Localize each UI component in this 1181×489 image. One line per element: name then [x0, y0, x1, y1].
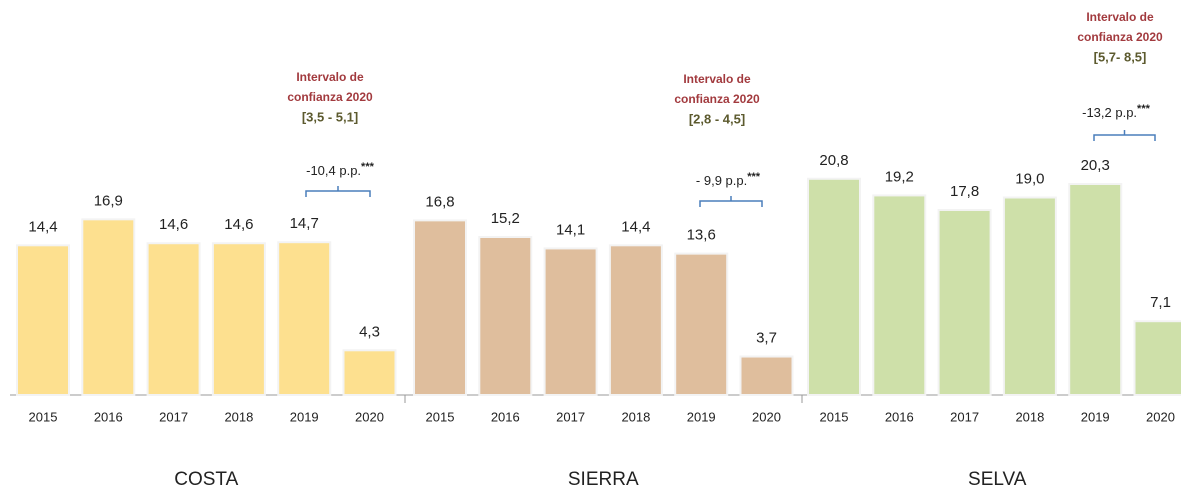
x-tick-label: 2017: [556, 409, 585, 424]
bracket: [1093, 130, 1156, 141]
ci-range: [5,7- 8,5]: [1094, 49, 1147, 64]
x-tick-label: 2016: [885, 409, 914, 424]
value-label: 15,2: [491, 210, 520, 227]
difference: -10,4 p.p.***: [306, 161, 374, 179]
significance: ***: [1137, 103, 1151, 115]
x-tick-label: 2020: [1146, 409, 1175, 424]
x-tick-label: 2020: [355, 409, 384, 424]
x-tick-label: 2015: [426, 409, 455, 424]
ci-range: [2,8 - 4,5]: [689, 111, 745, 126]
difference-value: -13,2 p.p.: [1082, 105, 1137, 120]
bar: [478, 236, 533, 396]
x-tick-label: 2016: [491, 409, 520, 424]
x-tick-label: 2018: [224, 409, 253, 424]
value-label: 14,4: [621, 218, 650, 235]
x-tick-label: 2018: [1015, 409, 1044, 424]
bracket: [305, 186, 371, 197]
x-tick-label: 2019: [290, 409, 319, 424]
bar: [807, 177, 861, 396]
bar: [674, 252, 729, 396]
group-label: SIERRA: [568, 469, 639, 489]
value-label: 16,9: [94, 192, 123, 209]
value-label: 4,3: [359, 323, 380, 340]
ci-title: Intervalo de: [683, 72, 751, 86]
x-tick-label: 2015: [29, 409, 58, 424]
bar: [16, 244, 70, 396]
bar: [413, 219, 467, 396]
bar: [543, 247, 598, 396]
group-label: SELVA: [968, 469, 1027, 489]
value-label: 7,1: [1150, 294, 1171, 311]
x-tick-label: 2019: [1081, 409, 1110, 424]
ci-range: [3,5 - 5,1]: [302, 109, 358, 124]
x-tick-label: 2019: [687, 409, 716, 424]
value-label: 3,7: [756, 330, 777, 347]
bar: [1068, 182, 1123, 396]
bar: [1133, 320, 1181, 396]
x-tick-label: 2016: [94, 409, 123, 424]
bar: [872, 194, 927, 396]
value-label: 14,6: [224, 216, 253, 233]
value-label: 13,6: [687, 227, 716, 244]
value-label: 20,8: [819, 152, 848, 169]
ci-title: Intervalo de: [296, 70, 364, 84]
difference: - 9,9 p.p.***: [696, 171, 761, 189]
ci-title: confianza 2020: [1077, 30, 1163, 44]
group-label: COSTA: [174, 469, 238, 489]
significance: ***: [361, 161, 375, 173]
bar: [146, 242, 201, 396]
difference-value: - 9,9 p.p.: [696, 173, 747, 188]
x-tick-label: 2015: [820, 409, 849, 424]
value-label: 19,0: [1015, 170, 1044, 187]
bar: [1002, 196, 1057, 396]
bar: [211, 242, 266, 396]
bar: [277, 241, 332, 396]
ci-title: confianza 2020: [287, 90, 373, 104]
value-label: 16,8: [425, 193, 454, 210]
value-label: 14,6: [159, 216, 188, 233]
bar: [342, 349, 397, 397]
value-label: 17,8: [950, 183, 979, 200]
difference-value: -10,4 p.p.: [306, 163, 361, 178]
difference: -13,2 p.p.***: [1082, 103, 1150, 121]
bar: [739, 355, 794, 396]
x-tick-label: 2017: [159, 409, 188, 424]
bracket: [699, 196, 763, 207]
bar: [937, 208, 992, 396]
value-label: 14,1: [556, 221, 585, 238]
value-label: 14,7: [290, 215, 319, 232]
ci-title: Intervalo de: [1086, 10, 1154, 24]
bar: [81, 218, 136, 396]
ci-title: confianza 2020: [674, 92, 760, 106]
value-label: 19,2: [885, 168, 914, 185]
value-label: 14,4: [28, 218, 57, 235]
value-label: 20,3: [1081, 157, 1110, 174]
x-tick-label: 2020: [752, 409, 781, 424]
x-tick-label: 2017: [950, 409, 979, 424]
x-tick-label: 2018: [621, 409, 650, 424]
bar: [608, 244, 663, 396]
significance: ***: [747, 171, 761, 183]
